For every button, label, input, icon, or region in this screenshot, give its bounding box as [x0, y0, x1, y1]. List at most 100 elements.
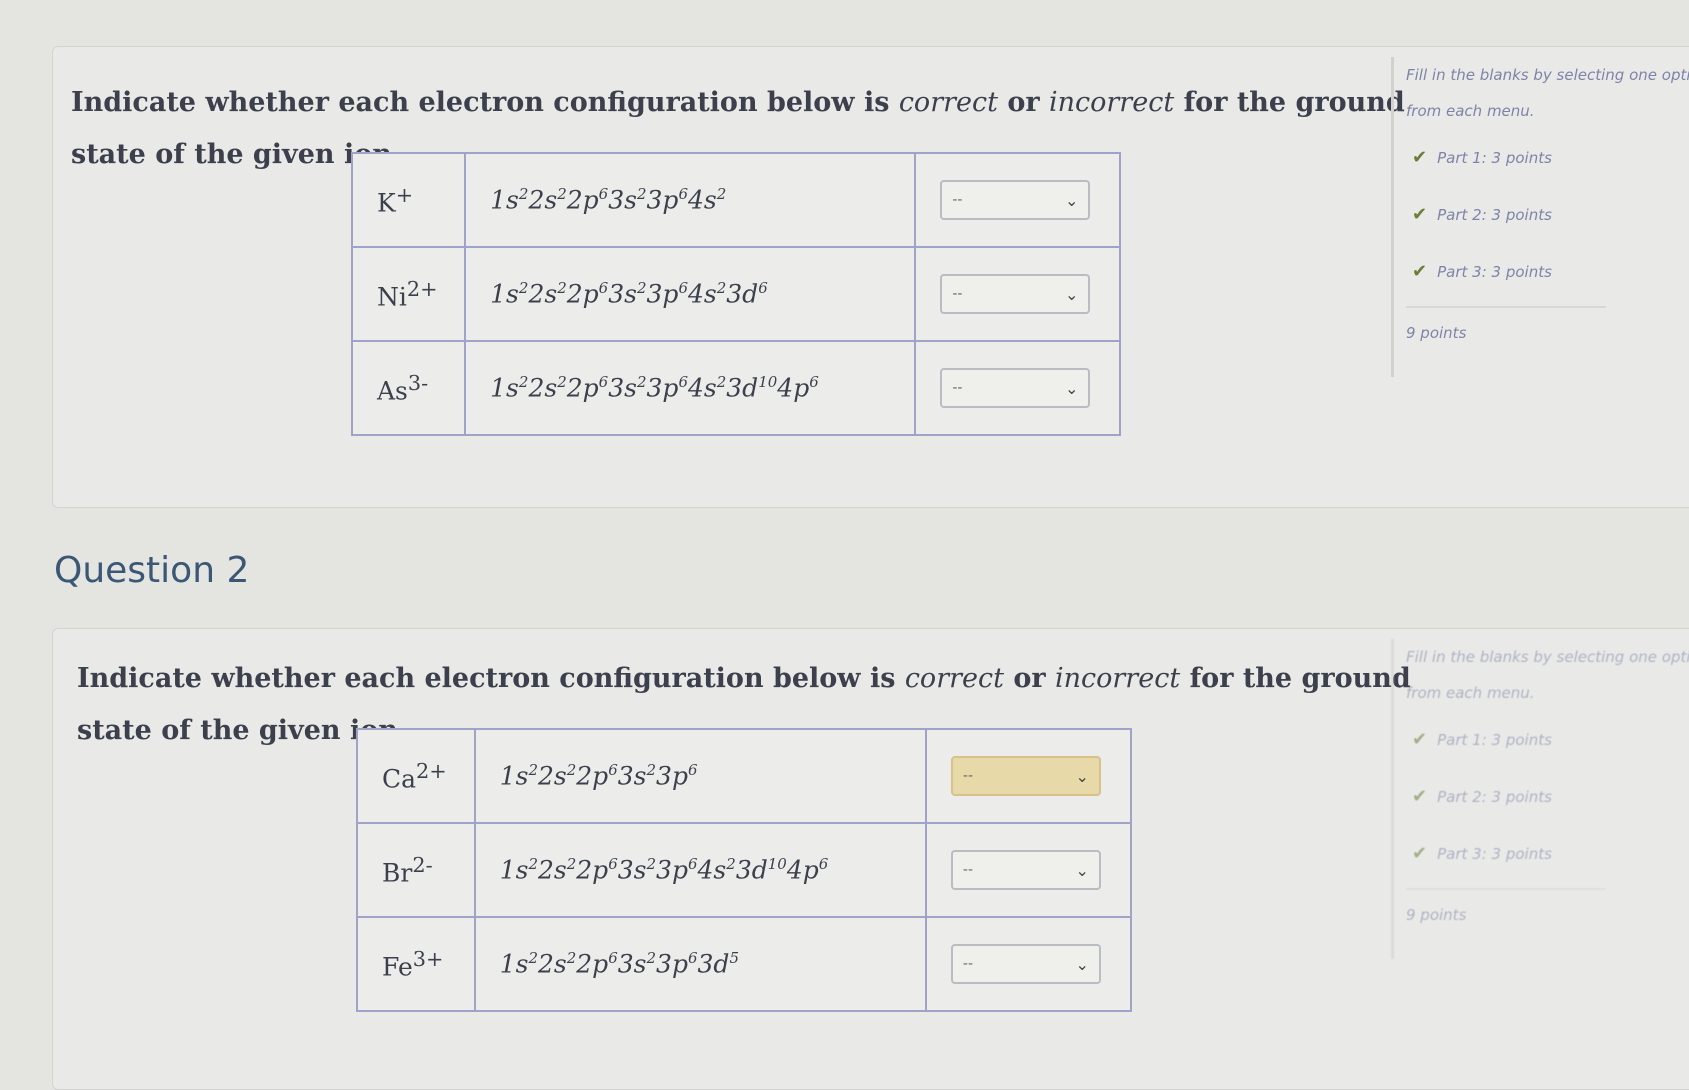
correctness-dropdown[interactable]: -- ⌄ [950, 850, 1101, 890]
electron-count: 2 [566, 761, 577, 780]
ion-cell: As3- [350, 340, 467, 436]
correctness-dropdown[interactable]: -- ⌄ [950, 756, 1101, 796]
electron-count: 10 [758, 373, 778, 392]
orbital: 2s [528, 185, 558, 215]
prompt-incorrect: incorrect [1049, 87, 1175, 118]
configuration-cell: 1s22s22p63s23p64s23d104p6 [464, 340, 917, 436]
answer-cell: -- ⌄ [924, 916, 1133, 1012]
ion-charge: 2+ [406, 276, 438, 301]
orbital: 1s [490, 279, 519, 309]
electron-count: 6 [598, 185, 609, 204]
chevron-down-icon: ⌄ [1064, 190, 1079, 210]
orbital: 1s [490, 373, 519, 403]
electron-count: 2 [528, 949, 538, 968]
prompt-or: or [997, 87, 1049, 118]
electron-count: 2 [528, 855, 538, 874]
ion-cell: Ni2+ [350, 246, 467, 342]
answer-cell: -- ⌄ [914, 246, 1121, 342]
part-label: Part 3: 3 points [1437, 262, 1552, 281]
ion-symbol: Ca [382, 764, 417, 794]
orbital: 2p [566, 279, 599, 309]
ion-symbol: Br [382, 858, 413, 888]
part-label: Part 2: 3 points [1437, 205, 1552, 224]
orbital: 4s [687, 185, 717, 215]
configuration-cell: 1s22s22p63s23p64s2 [464, 152, 917, 248]
chevron-down-icon: ⌄ [1075, 860, 1089, 880]
orbital: 1s [499, 761, 529, 791]
electron-count: 6 [687, 855, 698, 874]
ion-charge: 3+ [412, 946, 444, 971]
question-2-title: Question 2 [54, 550, 250, 591]
dropdown-value: -- [952, 192, 963, 208]
part-label: Part 2: 3 points [1437, 787, 1552, 806]
orbital: 3p [646, 279, 679, 309]
electron-count: 2 [646, 949, 657, 968]
ion-cell: Br2- [356, 822, 476, 918]
ion-cell: Fe3+ [356, 916, 476, 1012]
check-icon: ✔ [1412, 204, 1428, 225]
electron-count: 2 [636, 279, 647, 298]
electron-count: 6 [687, 761, 698, 780]
electron-count: 2 [716, 185, 727, 204]
electron-count: 5 [729, 949, 739, 968]
check-icon: ✔ [1412, 147, 1428, 168]
ion-charge: 3- [407, 370, 429, 395]
points-panel: Fill in the blanks by selecting one opti… [1391, 57, 1689, 377]
total-points: 9 points [1406, 306, 1606, 342]
check-icon: ✔ [1412, 786, 1428, 807]
configuration-cell: 1s22s22p63s23p64s23d6 [464, 246, 917, 342]
electron-count: 2 [726, 855, 736, 874]
orbital: 2p [566, 373, 599, 403]
orbital: 4s [687, 373, 717, 403]
instructions: Fill in the blanks by selecting one opti… [1406, 66, 1689, 120]
orbital: 2p [576, 949, 609, 979]
orbital: 3p [656, 855, 688, 885]
orbital: 3d [726, 373, 759, 403]
ion-charge: 2- [412, 852, 433, 877]
dropdown-value: -- [952, 380, 963, 396]
part-points: ✔ Part 1: 3 points [1412, 711, 1689, 768]
chevron-down-icon: ⌄ [1064, 378, 1079, 398]
table-row: Br2- 1s22s22p63s23p64s23d104p6 -- ⌄ [356, 822, 1133, 918]
prompt-text: Indicate whether each electron configura… [71, 87, 899, 118]
table-row: As3- 1s22s22p63s23p64s23d104p6 -- ⌄ [350, 340, 1121, 436]
orbital: 2p [576, 855, 609, 885]
correctness-dropdown[interactable]: -- ⌄ [940, 368, 1091, 408]
correctness-dropdown[interactable]: -- ⌄ [940, 180, 1091, 220]
dropdown-value: -- [962, 768, 973, 784]
orbital: 2p [566, 185, 599, 215]
electron-count: 2 [557, 279, 567, 298]
prompt-text: Indicate whether each electron configura… [77, 663, 905, 694]
dropdown-value: -- [962, 956, 973, 972]
answer-cell: -- ⌄ [924, 822, 1133, 918]
check-icon: ✔ [1412, 261, 1428, 282]
electron-count: 2 [636, 185, 647, 204]
orbital: 3d [697, 949, 730, 979]
part-points: ✔ Part 3: 3 points [1412, 825, 1689, 882]
orbital: 3p [656, 949, 688, 979]
electron-count: 2 [566, 855, 577, 874]
question-prompt: Indicate whether each electron configura… [77, 653, 1417, 757]
orbital: 4s [697, 855, 727, 885]
correctness-dropdown[interactable]: -- ⌄ [940, 274, 1091, 314]
orbital: 2s [537, 949, 567, 979]
correctness-dropdown[interactable]: -- ⌄ [950, 944, 1101, 984]
answer-cell: -- ⌄ [924, 728, 1133, 824]
electron-count: 2 [636, 373, 647, 392]
check-icon: ✔ [1412, 843, 1428, 864]
question-2-card: Indicate whether each electron configura… [52, 628, 1689, 1090]
electron-count: 6 [818, 855, 829, 874]
configuration-cell: 1s22s22p63s23p63d5 [473, 916, 927, 1012]
electron-count: 2 [557, 373, 567, 392]
electron-count: 6 [608, 761, 618, 780]
prompt-incorrect: incorrect [1055, 663, 1181, 694]
orbital: 4p [777, 373, 810, 403]
electron-count: 6 [608, 855, 618, 874]
electron-count: 6 [598, 373, 609, 392]
orbital: 4s [687, 279, 717, 309]
dropdown-value: -- [952, 286, 963, 302]
electron-count: 6 [608, 949, 618, 968]
question-1-card: Indicate whether each electron configura… [52, 46, 1689, 508]
electron-count: 2 [518, 279, 529, 298]
part-label: Part 1: 3 points [1437, 730, 1552, 749]
